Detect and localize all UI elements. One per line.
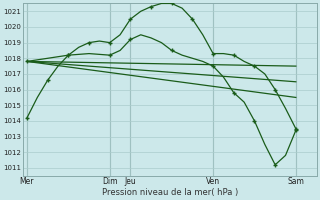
X-axis label: Pression niveau de la mer( hPa ): Pression niveau de la mer( hPa ) — [101, 188, 238, 197]
